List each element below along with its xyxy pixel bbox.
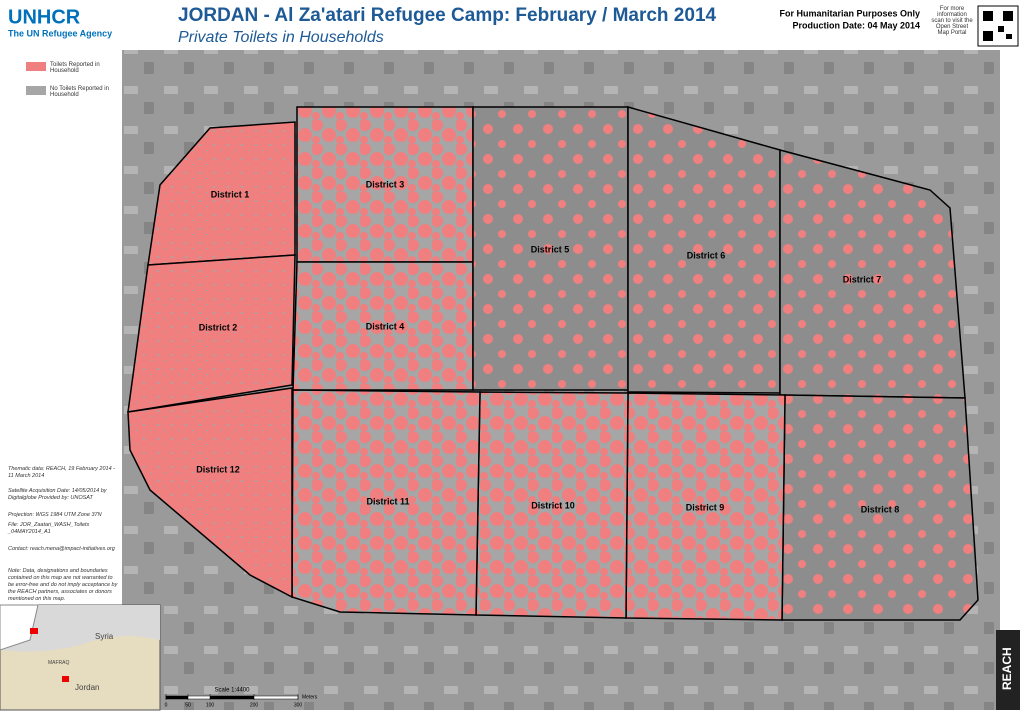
inset-label: MAFRAQ xyxy=(48,660,70,666)
inset-locator xyxy=(30,628,38,634)
district-area xyxy=(127,387,293,599)
scale-segment xyxy=(210,696,254,699)
district-label: District 6 xyxy=(687,250,726,260)
district-label: District 9 xyxy=(686,502,725,512)
inset-syria xyxy=(0,605,160,652)
district-label: District 8 xyxy=(861,504,900,514)
subtitle: Private Toilets in Households xyxy=(178,29,384,46)
district-label: District 10 xyxy=(531,500,575,510)
production-date: Production Date: 04 May 2014 xyxy=(792,20,920,30)
scale-segment xyxy=(166,696,188,699)
side-panel xyxy=(0,50,122,605)
scale-tick-label: 200 xyxy=(250,702,259,708)
disclaimer: For Humanitarian Purposes Only xyxy=(779,8,920,18)
scale-tick-label: 0 xyxy=(165,702,168,708)
note: Note: Data, designations and boundaries … xyxy=(8,568,118,602)
legend-label: Toilets Reported in Household xyxy=(50,62,100,74)
logo-sub: The UN Refugee Agency xyxy=(8,28,112,38)
scale-tick-label: 50 xyxy=(185,702,191,708)
district-label: District 5 xyxy=(531,244,570,254)
note: Satellite Acquisition Date: 14/05/2014 b… xyxy=(8,488,107,501)
scale-title: Scale 1:4400 xyxy=(214,688,250,694)
note: Thematic data: REACH, 19 February 2014 -… xyxy=(8,466,115,479)
district-label: District 7 xyxy=(843,274,882,284)
district-label: District 12 xyxy=(196,464,240,474)
district-label: District 3 xyxy=(366,179,405,189)
qr-note: For more information scan to visit the O… xyxy=(931,6,973,36)
district-label: District 2 xyxy=(199,322,238,332)
legend-swatch xyxy=(26,86,46,95)
reach-logo xyxy=(996,630,1020,710)
legend-item: No Toilets Reported in Household xyxy=(26,86,116,98)
scale-tick-label: 300 xyxy=(294,702,303,708)
district-area xyxy=(127,254,296,413)
district-label: District 11 xyxy=(366,496,409,506)
district-label: District 4 xyxy=(366,321,405,331)
district-label: District 1 xyxy=(211,189,250,199)
legend-label: No Toilets Reported in Household xyxy=(50,86,109,98)
inset-label: Syria xyxy=(95,632,114,641)
legend-swatch xyxy=(26,62,46,71)
note: Contact: reach.mena@impact-initiatives.o… xyxy=(8,546,115,552)
title: JORDAN - Al Za'atari Refugee Camp: Febru… xyxy=(178,5,717,26)
legend-item: Toilets Reported in Household xyxy=(26,62,116,74)
logo: UNHCR xyxy=(8,6,81,28)
note: File: JOR_Zaatari_WASH_Toilets _04MAY201… xyxy=(8,522,90,535)
note: Projection: WGS 1984 UTM Zone 37N xyxy=(8,512,102,518)
scale-unit: Meters xyxy=(302,694,318,700)
scale-tick-label: 100 xyxy=(206,702,215,708)
reach-text: REACH xyxy=(1000,647,1014,690)
district-area xyxy=(779,149,966,399)
inset-label: Jordan xyxy=(75,683,100,692)
